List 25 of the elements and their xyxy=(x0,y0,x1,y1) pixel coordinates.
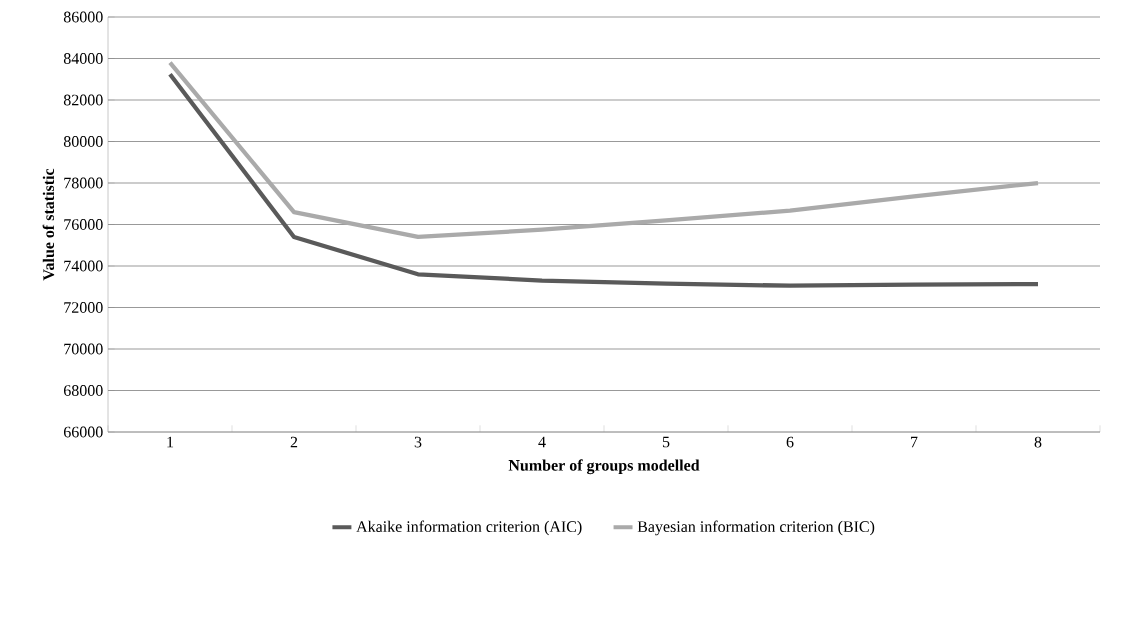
line-series xyxy=(167,60,1041,240)
legend-label: Akaike information criterion (AIC) xyxy=(356,520,582,536)
y-tick-label: 86000 xyxy=(63,11,103,23)
x-tick-label: 3 xyxy=(414,436,422,448)
x-tick-label: 2 xyxy=(290,436,298,448)
x-tick-label: 7 xyxy=(911,436,918,448)
y-tick-label: 84000 xyxy=(63,53,103,64)
x-tick-label: 5 xyxy=(662,436,670,448)
y-tick-label: 80000 xyxy=(63,136,103,147)
y-tick-label: 78000 xyxy=(64,177,103,189)
x-tick-label: 4 xyxy=(538,436,546,448)
y-axis-title: Value of statistic xyxy=(42,168,55,281)
y-tick-label: 82000 xyxy=(63,94,103,106)
x-tick-label: 1 xyxy=(167,436,174,448)
y-tick-label: 74000 xyxy=(64,260,103,272)
y-tick-label: 68000 xyxy=(63,385,103,396)
y-tick-label: 70000 xyxy=(64,343,103,355)
line-series xyxy=(167,72,1041,288)
y-tick-label: 76000 xyxy=(64,219,103,230)
x-tick-label: 8 xyxy=(1034,436,1042,448)
x-axis-title: Number of groups modelled xyxy=(508,459,700,475)
y-tick-label: 66000 xyxy=(63,426,103,438)
x-tick-label: 6 xyxy=(786,436,794,448)
y-tick-label: 72000 xyxy=(64,302,103,313)
legend-label: Bayesian information criterion (BIC) xyxy=(637,520,875,536)
